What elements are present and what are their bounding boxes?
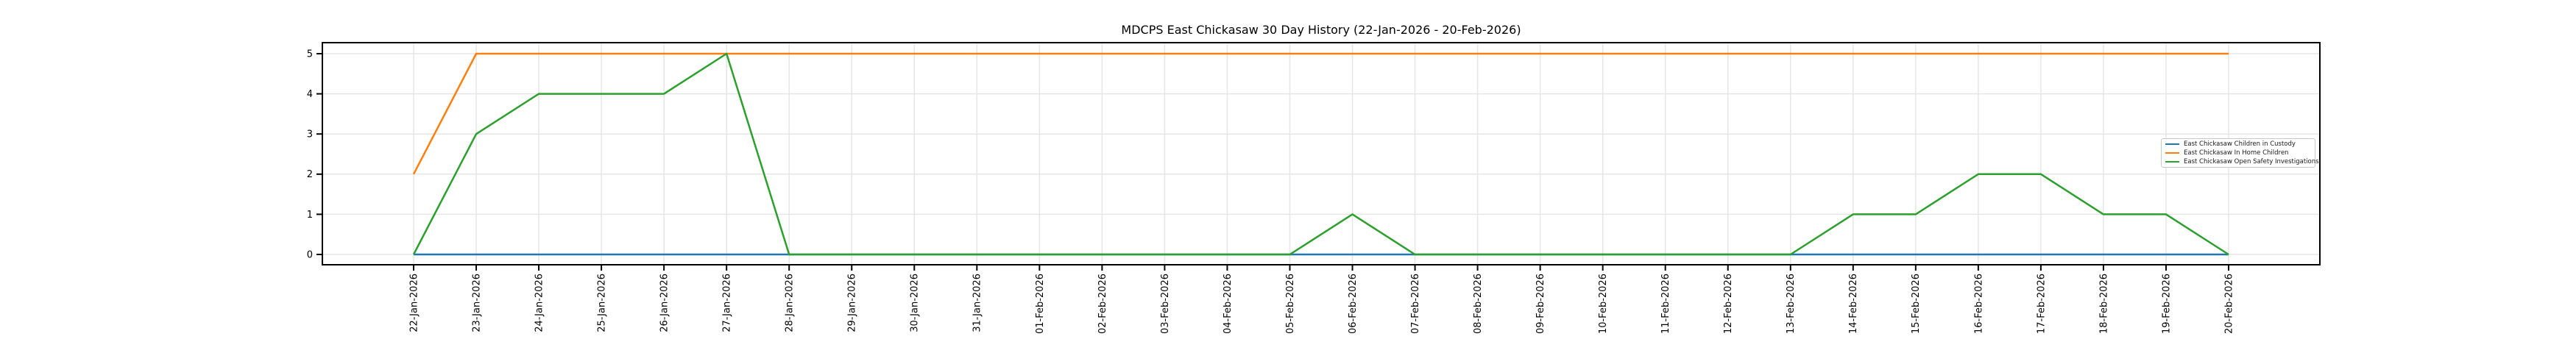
x-tick-label: 06-Feb-2026 — [1348, 274, 1359, 334]
x-tick-label: 31-Jan-2026 — [972, 274, 983, 332]
legend-label: East Chickasaw Children in Custody — [2184, 140, 2296, 148]
y-tick-label: 1 — [307, 210, 313, 221]
legend-label: East Chickasaw In Home Children — [2184, 149, 2289, 157]
x-tick-label: 25-Jan-2026 — [597, 274, 608, 332]
x-tick-label: 23-Jan-2026 — [471, 274, 482, 332]
x-tick-label: 11-Feb-2026 — [1660, 274, 1671, 334]
x-tick-label: 18-Feb-2026 — [2098, 274, 2109, 334]
x-tick-label: 13-Feb-2026 — [1786, 274, 1797, 334]
x-tick-label: 30-Jan-2026 — [910, 274, 921, 332]
legend: East Chickasaw Children in Custody East C… — [2161, 138, 2319, 168]
series-line-1 — [412, 52, 2229, 175]
x-tick-label: 04-Feb-2026 — [1222, 274, 1234, 334]
x-tick-label: 03-Feb-2026 — [1160, 274, 1171, 334]
x-tick-label: 19-Feb-2026 — [2161, 274, 2172, 334]
x-tick-label: 22-Jan-2026 — [408, 274, 420, 332]
x-tick-label: 17-Feb-2026 — [2036, 274, 2047, 334]
x-tick-label: 16-Feb-2026 — [1973, 274, 1984, 334]
legend-line-swatch — [2165, 151, 2179, 154]
x-tick-label: 24-Jan-2026 — [534, 274, 545, 332]
x-tick-label: 10-Feb-2026 — [1598, 274, 1609, 334]
x-tick-label: 28-Jan-2026 — [785, 274, 796, 332]
chart-title: MDCPS East Chickasaw 30 Day History (22-… — [1121, 23, 1521, 37]
x-tick-label: 14-Feb-2026 — [1848, 274, 1859, 334]
series-line-2 — [412, 52, 2229, 256]
x-tick-label: 15-Feb-2026 — [1911, 274, 1922, 334]
x-tick-label: 26-Jan-2026 — [659, 274, 670, 332]
x-tick-label: 12-Feb-2026 — [1723, 274, 1734, 334]
x-tick-label: 29-Jan-2026 — [847, 274, 858, 332]
legend-item: East Chickasaw Open Safety Investigation… — [2165, 157, 2319, 166]
x-tick-label: 20-Feb-2026 — [2223, 274, 2234, 334]
y-tick-label: 4 — [307, 89, 313, 100]
y-tick-label: 2 — [307, 169, 313, 180]
legend-item: East Chickasaw Children in Custody — [2165, 140, 2311, 149]
x-tick-label: 07-Feb-2026 — [1410, 274, 1421, 334]
y-tick-label: 5 — [307, 49, 313, 60]
x-tick-label: 08-Feb-2026 — [1473, 274, 1484, 334]
plot-border — [322, 42, 2321, 265]
x-tick-label: 02-Feb-2026 — [1097, 274, 1108, 334]
legend-item: East Chickasaw In Home Children — [2165, 149, 2311, 157]
legend-label: East Chickasaw Open Safety Investigation… — [2184, 158, 2319, 165]
x-tick-label: 01-Feb-2026 — [1035, 274, 1046, 334]
legend-line-swatch — [2165, 143, 2179, 146]
x-tick-label: 05-Feb-2026 — [1285, 274, 1296, 334]
x-tick-label: 27-Jan-2026 — [722, 274, 733, 332]
legend-line-swatch — [2165, 160, 2179, 163]
y-tick-label: 3 — [307, 129, 313, 140]
x-tick-label: 09-Feb-2026 — [1535, 274, 1546, 334]
y-tick-label: 0 — [307, 249, 313, 260]
